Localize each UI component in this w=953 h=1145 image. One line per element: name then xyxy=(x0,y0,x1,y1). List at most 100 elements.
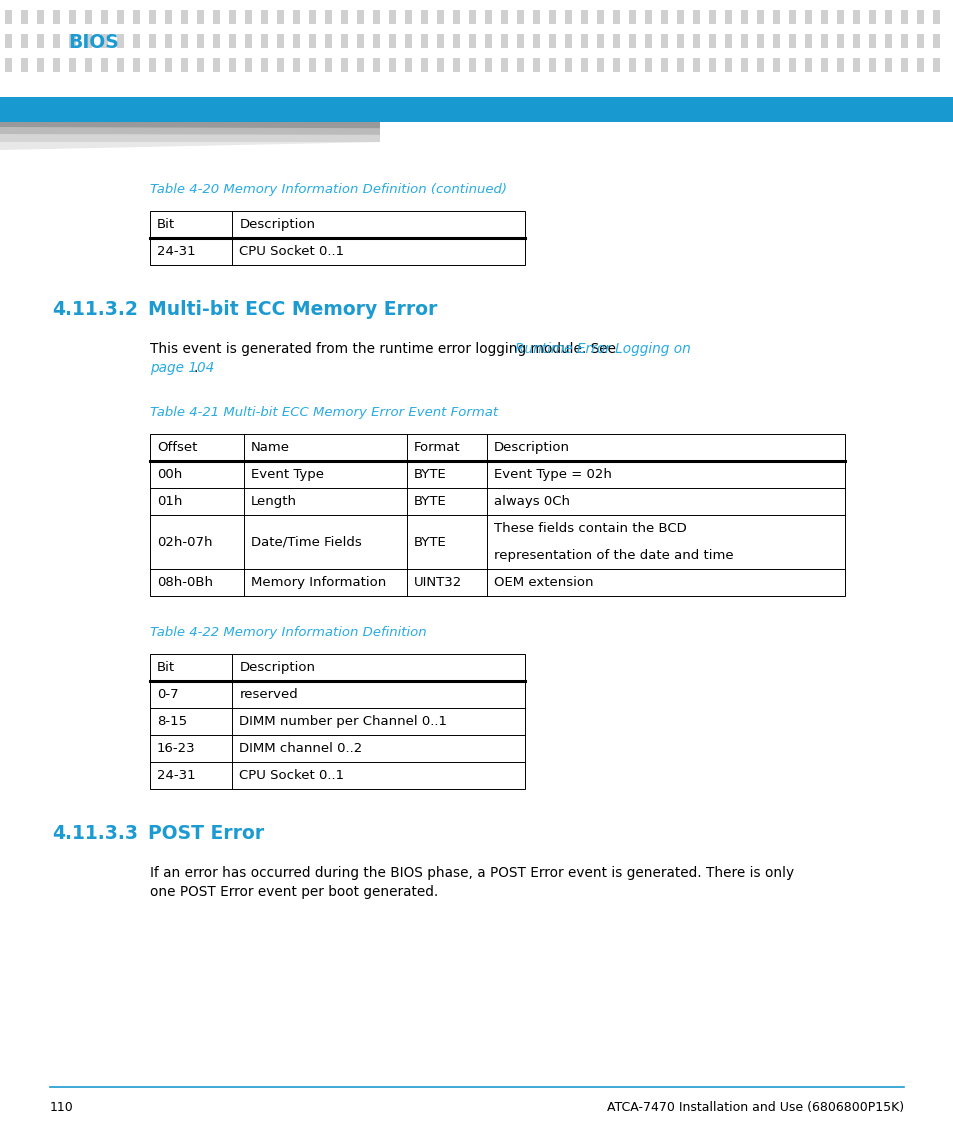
Text: one POST Error event per boot generated.: one POST Error event per boot generated. xyxy=(150,885,437,899)
Bar xyxy=(548,34,556,48)
Text: ATCA-7470 Installation and Use (6806800P15K): ATCA-7470 Installation and Use (6806800P… xyxy=(606,1101,903,1114)
Bar xyxy=(21,10,28,24)
Bar xyxy=(900,10,907,24)
Text: always 0Ch: always 0Ch xyxy=(494,495,570,508)
Bar xyxy=(132,34,140,48)
Bar xyxy=(580,10,587,24)
Bar xyxy=(836,34,843,48)
Text: .: . xyxy=(193,361,198,376)
Bar xyxy=(229,58,235,72)
Bar xyxy=(884,58,891,72)
Bar xyxy=(613,58,619,72)
Bar xyxy=(613,34,619,48)
Bar xyxy=(772,10,780,24)
Bar xyxy=(821,34,827,48)
Bar xyxy=(692,58,700,72)
Polygon shape xyxy=(0,131,953,172)
Bar xyxy=(517,58,523,72)
Bar xyxy=(757,34,763,48)
Bar xyxy=(804,58,811,72)
Text: 16-23: 16-23 xyxy=(157,742,195,755)
Bar xyxy=(548,58,556,72)
Bar xyxy=(132,58,140,72)
Bar xyxy=(261,58,268,72)
Bar xyxy=(213,10,220,24)
Bar xyxy=(677,58,683,72)
Bar xyxy=(757,58,763,72)
Bar xyxy=(53,34,60,48)
Bar xyxy=(389,10,395,24)
Bar xyxy=(660,34,667,48)
Text: BYTE: BYTE xyxy=(414,536,446,548)
Bar xyxy=(884,10,891,24)
Bar xyxy=(309,10,315,24)
Text: 00h: 00h xyxy=(157,468,182,481)
Bar xyxy=(373,34,379,48)
Bar xyxy=(740,10,747,24)
Bar xyxy=(5,58,12,72)
Text: These fields contain the BCD: These fields contain the BCD xyxy=(494,522,686,535)
Bar xyxy=(772,58,780,72)
Bar xyxy=(469,58,476,72)
Bar xyxy=(469,34,476,48)
Bar xyxy=(644,58,651,72)
Bar xyxy=(932,34,939,48)
Bar xyxy=(708,10,716,24)
Text: This event is generated from the runtime error logging module. See: This event is generated from the runtime… xyxy=(150,342,619,356)
Bar xyxy=(325,58,332,72)
Bar xyxy=(916,58,923,72)
Bar xyxy=(660,10,667,24)
Text: Length: Length xyxy=(251,495,296,508)
Bar xyxy=(340,58,348,72)
Polygon shape xyxy=(0,134,953,164)
Bar xyxy=(293,34,299,48)
Bar xyxy=(165,34,172,48)
Text: 0-7: 0-7 xyxy=(157,688,178,701)
Text: Event Type = 02h: Event Type = 02h xyxy=(494,468,611,481)
Bar xyxy=(150,654,524,789)
Bar xyxy=(484,58,492,72)
Text: Description: Description xyxy=(239,218,315,231)
Bar xyxy=(213,34,220,48)
Bar xyxy=(101,58,108,72)
Bar xyxy=(660,58,667,72)
Text: 4.11.3.3: 4.11.3.3 xyxy=(52,824,138,843)
Bar xyxy=(484,34,492,48)
Bar xyxy=(597,58,603,72)
Bar xyxy=(517,34,523,48)
Bar xyxy=(533,58,539,72)
Bar xyxy=(0,97,953,123)
Bar xyxy=(373,10,379,24)
Bar xyxy=(916,34,923,48)
Bar xyxy=(149,58,156,72)
Bar xyxy=(868,58,875,72)
Bar xyxy=(340,10,348,24)
Bar xyxy=(500,10,507,24)
Bar xyxy=(21,58,28,72)
Bar xyxy=(628,10,636,24)
Bar xyxy=(821,10,827,24)
Text: DIMM channel 0..2: DIMM channel 0..2 xyxy=(239,742,362,755)
Bar xyxy=(85,34,91,48)
Text: Date/Time Fields: Date/Time Fields xyxy=(251,536,361,548)
Bar xyxy=(37,10,44,24)
Bar xyxy=(564,34,572,48)
Bar xyxy=(117,58,124,72)
Bar xyxy=(533,34,539,48)
Bar xyxy=(325,34,332,48)
Bar xyxy=(165,10,172,24)
Bar xyxy=(405,58,412,72)
Bar xyxy=(420,10,428,24)
Bar xyxy=(788,10,795,24)
Text: CPU Socket 0..1: CPU Socket 0..1 xyxy=(239,245,344,258)
Bar xyxy=(644,10,651,24)
Bar xyxy=(405,34,412,48)
Bar xyxy=(564,10,572,24)
Text: Multi-bit ECC Memory Error: Multi-bit ECC Memory Error xyxy=(148,300,436,319)
Bar xyxy=(708,58,716,72)
Bar xyxy=(373,58,379,72)
Bar xyxy=(724,58,731,72)
Text: 24-31: 24-31 xyxy=(157,245,195,258)
Bar xyxy=(580,34,587,48)
Bar xyxy=(932,10,939,24)
